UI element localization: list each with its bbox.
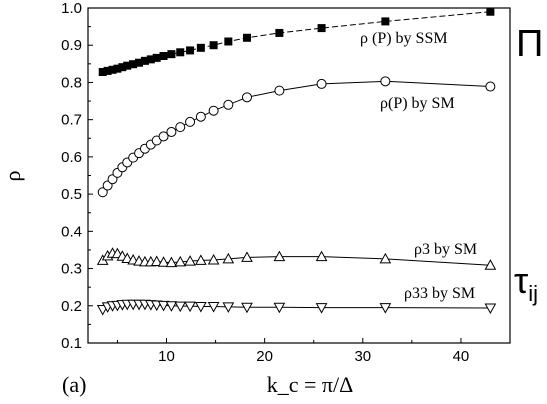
data-point (317, 24, 326, 33)
data-point (129, 60, 138, 69)
data-point (484, 259, 497, 270)
data-point (273, 302, 286, 314)
data-point (196, 43, 205, 52)
data-point (274, 85, 285, 96)
x-tick-label: 30 (354, 348, 371, 365)
data-point (222, 252, 235, 264)
annotation-rho3-sm: ρ3 by SM (414, 241, 477, 258)
data-point (208, 105, 219, 116)
data-point (275, 28, 284, 37)
data-point (224, 37, 233, 46)
data-point (103, 66, 112, 75)
data-point (316, 78, 327, 89)
series-layer (96, 7, 497, 316)
data-point (166, 126, 177, 137)
annotation-rho33-sm: ρ33 by SM (404, 285, 475, 302)
data-point (158, 131, 169, 142)
series-1 (97, 76, 496, 198)
y-axis-title: ρ (0, 170, 25, 181)
y-tick-label: 0.2 (61, 298, 82, 315)
data-point (195, 111, 206, 122)
series-2 (96, 247, 497, 270)
x-axis-title: k_c = π/Δ (267, 372, 354, 397)
data-point (273, 250, 286, 262)
data-point (174, 255, 187, 267)
data-point (241, 302, 253, 314)
y-tick-label: 0.5 (61, 186, 82, 203)
data-point (113, 64, 122, 73)
data-point (186, 46, 195, 55)
x-tick-label: 20 (256, 348, 273, 365)
pi-group-label: Π (516, 23, 543, 65)
y-tick-label: 0.4 (61, 223, 82, 240)
y-tick-label: 0.8 (61, 74, 82, 91)
data-point (108, 65, 117, 74)
data-point (485, 81, 496, 92)
data-point (157, 256, 170, 267)
data-point (207, 302, 220, 313)
data-point (97, 187, 108, 198)
panel-label: (a) (62, 372, 86, 397)
data-point (152, 53, 161, 62)
data-point (174, 301, 187, 313)
data-point (486, 7, 495, 16)
data-point (146, 55, 155, 64)
tau-subscript: ij (528, 281, 538, 306)
data-point (379, 303, 392, 314)
data-point (165, 301, 178, 312)
data-point (484, 303, 497, 315)
data-point (315, 250, 328, 262)
data-point (98, 68, 107, 77)
data-point (241, 251, 253, 262)
data-point (315, 303, 328, 314)
tau-symbol: τ (514, 260, 528, 301)
data-point (379, 252, 392, 264)
data-point (135, 58, 144, 67)
data-point (140, 56, 149, 65)
data-point (157, 300, 170, 312)
x-tick-label: 10 (158, 348, 175, 365)
series-0 (98, 7, 495, 77)
data-point (242, 33, 251, 42)
data-point (123, 61, 132, 70)
data-point (167, 50, 176, 59)
y-tick-label: 0.6 (61, 149, 82, 166)
data-point (195, 302, 207, 313)
data-point (159, 52, 168, 61)
data-point (165, 256, 178, 268)
data-point (118, 63, 127, 72)
data-point (195, 254, 207, 265)
series-3 (96, 299, 497, 316)
axis-ticks: 0.1 0.2 0.3 0.4 0.5 0.6 0.7 0.8 0.9 1.0 10 20 30 40 (61, 0, 469, 365)
data-point (175, 122, 186, 133)
tau-group-label: τij (514, 260, 538, 306)
data-point (381, 17, 390, 26)
x-tick-label: 40 (453, 348, 470, 365)
y-tick-label: 1.0 (61, 0, 82, 17)
y-tick-label: 0.9 (61, 37, 82, 54)
y-tick-label: 0.1 (61, 335, 82, 352)
data-point (184, 301, 196, 313)
y-tick-label: 0.7 (61, 112, 82, 129)
data-point (222, 302, 235, 313)
data-point (241, 92, 252, 103)
y-tick-label: 0.3 (61, 261, 82, 278)
data-point (150, 255, 163, 266)
data-point (207, 253, 220, 265)
data-point (176, 48, 185, 57)
data-point (209, 41, 218, 50)
annotation-rho-p-sm: ρ(P) by SM (380, 95, 455, 112)
data-point (185, 116, 196, 127)
data-point (184, 255, 196, 266)
annotation-rho-p-ssm: ρ (P) by SSM (360, 30, 448, 47)
data-point (380, 76, 391, 87)
data-point (223, 99, 234, 110)
